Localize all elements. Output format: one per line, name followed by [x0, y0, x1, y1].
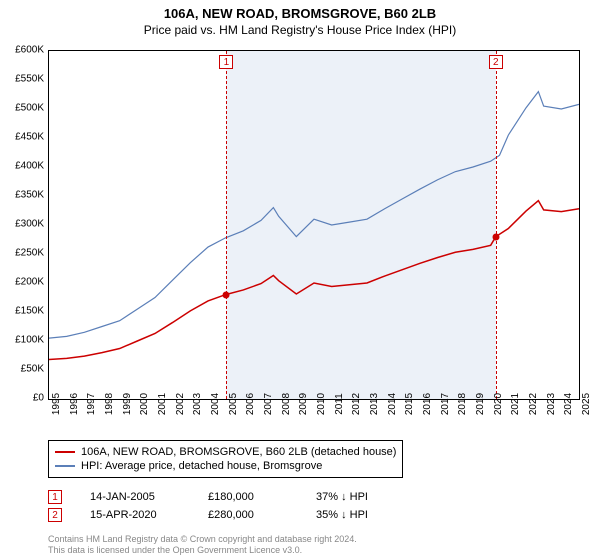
event-row-2: 2 15-APR-2020 £280,000 35% ↓ HPI [48, 506, 406, 524]
event-row-1: 1 14-JAN-2005 £180,000 37% ↓ HPI [48, 488, 406, 506]
x-tick-label: 2022 [528, 393, 539, 415]
y-tick-label: £100K [4, 335, 44, 346]
legend-label-property: 106A, NEW ROAD, BROMSGROVE, B60 2LB (det… [81, 446, 396, 458]
y-tick-label: £450K [4, 132, 44, 143]
chart-subtitle: Price paid vs. HM Land Registry's House … [0, 21, 600, 43]
event-point-2 [492, 233, 499, 240]
x-tick-label: 2006 [245, 393, 256, 415]
event-row-marker: 2 [48, 508, 62, 522]
event-row-marker: 1 [48, 490, 62, 504]
x-tick-label: 2011 [334, 393, 345, 415]
event-date: 14-JAN-2005 [90, 491, 180, 503]
footer-line-1: Contains HM Land Registry data © Crown c… [48, 534, 357, 545]
x-tick-label: 2023 [546, 393, 557, 415]
x-tick-label: 1999 [122, 393, 133, 415]
x-tick-label: 1998 [104, 393, 115, 415]
x-tick-label: 2017 [440, 393, 451, 415]
x-tick-label: 1995 [51, 393, 62, 415]
x-tick-label: 2015 [404, 393, 415, 415]
x-tick-label: 2008 [281, 393, 292, 415]
footer-attribution: Contains HM Land Registry data © Crown c… [48, 534, 357, 556]
event-vline-2 [496, 51, 497, 399]
event-point-1 [223, 291, 230, 298]
x-tick-label: 2012 [351, 393, 362, 415]
events-table: 1 14-JAN-2005 £180,000 37% ↓ HPI 2 15-APR-202… [48, 488, 406, 524]
x-tick-label: 2002 [175, 393, 186, 415]
x-tick-label: 2013 [369, 393, 380, 415]
x-tick-label: 2009 [298, 393, 309, 415]
x-tick-label: 2024 [563, 393, 574, 415]
event-delta: 37% ↓ HPI [316, 491, 406, 503]
series-line-property [49, 201, 579, 360]
y-tick-label: £300K [4, 219, 44, 230]
x-tick-label: 1996 [69, 393, 80, 415]
y-tick-label: £250K [4, 248, 44, 259]
event-delta: 35% ↓ HPI [316, 509, 406, 521]
x-tick-label: 2000 [139, 393, 150, 415]
chart-title: 106A, NEW ROAD, BROMSGROVE, B60 2LB [0, 0, 600, 21]
event-price: £280,000 [208, 509, 288, 521]
x-tick-label: 2019 [475, 393, 486, 415]
event-vline-1 [226, 51, 227, 399]
legend-label-hpi: HPI: Average price, detached house, Brom… [81, 460, 322, 472]
x-tick-label: 2020 [493, 393, 504, 415]
x-tick-label: 2014 [387, 393, 398, 415]
event-marker-2: 2 [489, 55, 503, 69]
x-tick-label: 2004 [210, 393, 221, 415]
legend-swatch-property [55, 451, 75, 453]
y-tick-label: £350K [4, 190, 44, 201]
event-price: £180,000 [208, 491, 288, 503]
y-tick-label: £200K [4, 277, 44, 288]
event-date: 15-APR-2020 [90, 509, 180, 521]
legend-box: 106A, NEW ROAD, BROMSGROVE, B60 2LB (det… [48, 440, 403, 478]
x-tick-label: 2016 [422, 393, 433, 415]
x-tick-label: 2001 [157, 393, 168, 415]
footer-line-2: This data is licensed under the Open Gov… [48, 545, 357, 556]
y-tick-label: £500K [4, 103, 44, 114]
y-tick-label: £400K [4, 161, 44, 172]
x-tick-label: 2003 [192, 393, 203, 415]
x-tick-label: 2018 [457, 393, 468, 415]
y-tick-label: £600K [4, 45, 44, 56]
legend-item-property: 106A, NEW ROAD, BROMSGROVE, B60 2LB (det… [55, 445, 396, 459]
x-tick-label: 2007 [263, 393, 274, 415]
y-tick-label: £0 [4, 393, 44, 404]
chart-plot-area: 12 [48, 50, 580, 400]
y-tick-label: £50K [4, 364, 44, 375]
series-line-hpi [49, 92, 579, 339]
legend-swatch-hpi [55, 465, 75, 467]
x-tick-label: 2021 [510, 393, 521, 415]
x-tick-label: 1997 [86, 393, 97, 415]
x-tick-label: 2010 [316, 393, 327, 415]
y-tick-label: £150K [4, 306, 44, 317]
y-tick-label: £550K [4, 74, 44, 85]
event-marker-1: 1 [219, 55, 233, 69]
legend-item-hpi: HPI: Average price, detached house, Brom… [55, 459, 396, 473]
x-tick-label: 2025 [581, 393, 592, 415]
x-tick-label: 2005 [228, 393, 239, 415]
